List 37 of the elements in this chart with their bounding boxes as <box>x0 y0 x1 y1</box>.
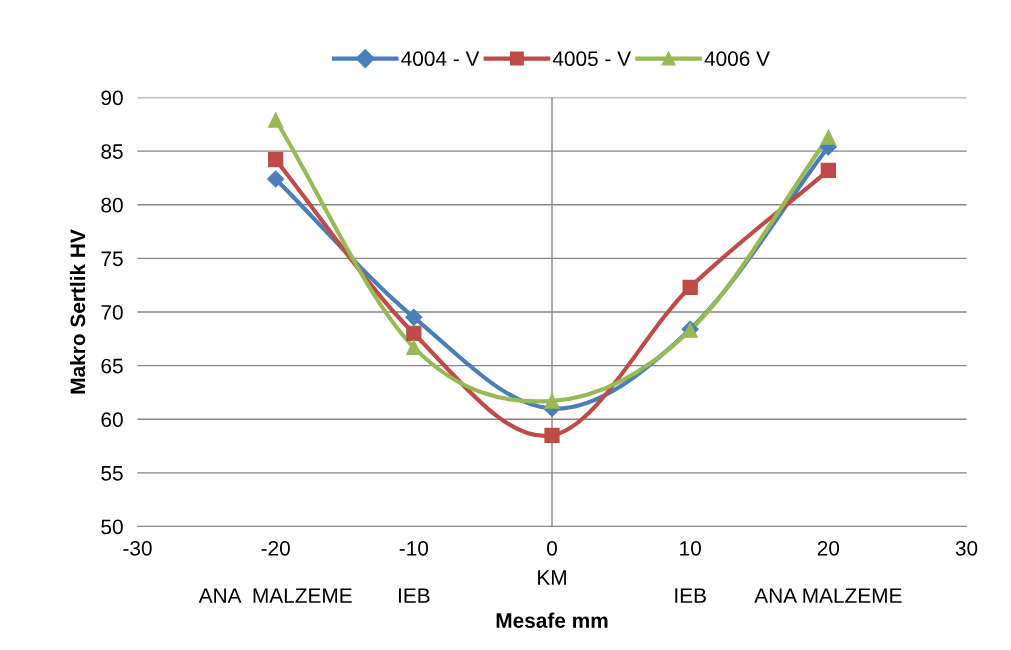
point <box>406 325 422 342</box>
y-tick-label: 75 <box>101 251 123 267</box>
point <box>682 279 698 295</box>
point <box>820 162 836 179</box>
x-axis-title: Mesafe mm <box>496 612 608 628</box>
point <box>267 170 285 188</box>
x-tick-label: -30 <box>123 540 152 556</box>
y-axis-title: Makro Sertlik HV <box>69 229 86 394</box>
legend-label: 4006 V <box>704 51 770 67</box>
point <box>405 308 423 326</box>
text: IEB <box>398 588 430 603</box>
x-tick-label: -10 <box>399 540 429 556</box>
x-tick-label: 0 <box>547 540 557 556</box>
y-tick-label: 50 <box>101 519 123 535</box>
y-tick-label: 80 <box>101 197 123 213</box>
text: IEB <box>675 588 706 603</box>
point <box>406 339 422 356</box>
x-tick-label: 20 <box>817 540 840 556</box>
y-tick-label: 55 <box>101 466 123 481</box>
y-tick-label: 60 <box>101 412 123 427</box>
x-tick-label: 10 <box>680 540 701 556</box>
x-tick-label: -20 <box>261 540 290 556</box>
y-tick-label: 85 <box>101 144 123 159</box>
x-tick-label: 30 <box>955 540 978 556</box>
point <box>544 393 560 409</box>
text: ANA MALZEME <box>754 588 902 603</box>
point <box>268 112 284 128</box>
y-tick-label: 65 <box>101 358 123 374</box>
legend-label: 4005 - V <box>552 51 631 67</box>
y-tick-label: 90 <box>101 90 123 106</box>
text: KM <box>538 570 566 585</box>
point <box>268 152 284 168</box>
point <box>820 129 836 145</box>
legend-label: 4004 - V <box>401 51 480 67</box>
y-tick-label: 70 <box>101 305 123 320</box>
point <box>544 427 560 443</box>
text: ANA MALZEME <box>198 588 352 603</box>
